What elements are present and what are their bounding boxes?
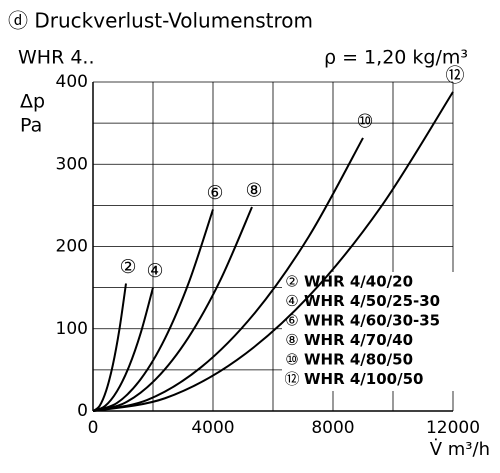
curve [92, 287, 154, 412]
y-axis-label: Pa [20, 115, 42, 137]
legend-label: WHR 4/70/40 [304, 331, 413, 349]
chart-title: ⓓ Druckverlust-Volumenstrom [8, 9, 313, 33]
y-tick-label: 200 [56, 237, 88, 257]
y-tick-label: 100 [56, 319, 88, 339]
x-tick-label: 12000 [426, 418, 480, 438]
curve-label: ⑧ [245, 180, 262, 202]
y-tick-label: 300 [56, 154, 88, 174]
legend-marker: ⑫ [284, 370, 299, 388]
curve [92, 209, 214, 412]
curve [92, 283, 127, 412]
x-axis-label: V̇ m³/h [430, 439, 490, 460]
legend-label: WHR 4/100/50 [304, 370, 423, 388]
legend-label: WHR 4/40/20 [304, 273, 413, 291]
legend-marker: ⑧ [285, 331, 298, 349]
curve [92, 137, 364, 412]
y-tick-label: 400 [56, 72, 88, 92]
curve-label: ⑥ [206, 182, 223, 204]
x-tick-label: 8000 [311, 418, 354, 438]
x-tick-label: 4000 [191, 418, 234, 438]
y-tick-label: 0 [77, 401, 88, 421]
legend-marker: ④ [285, 292, 298, 310]
curve-label: ④ [146, 260, 163, 282]
annotation: ρ = 1,20 kg/m³ [324, 47, 468, 69]
legend-marker: ② [285, 273, 298, 291]
legend-label: WHR 4/50/25-30 [304, 292, 440, 310]
curve-label: ⑫ [445, 64, 464, 86]
y-axis-label: Δp [20, 91, 45, 113]
legend-label: WHR 4/80/50 [304, 351, 413, 369]
legend-marker: ⑩ [285, 351, 298, 369]
legend-label: WHR 4/60/30-35 [304, 312, 440, 330]
curve-label: ⑩ [356, 110, 373, 132]
curve-label: ② [119, 256, 136, 278]
curve [92, 91, 454, 412]
curve [92, 206, 253, 412]
chart-subtitle: WHR 4.. [18, 47, 94, 69]
x-tick-label: 0 [88, 418, 99, 438]
